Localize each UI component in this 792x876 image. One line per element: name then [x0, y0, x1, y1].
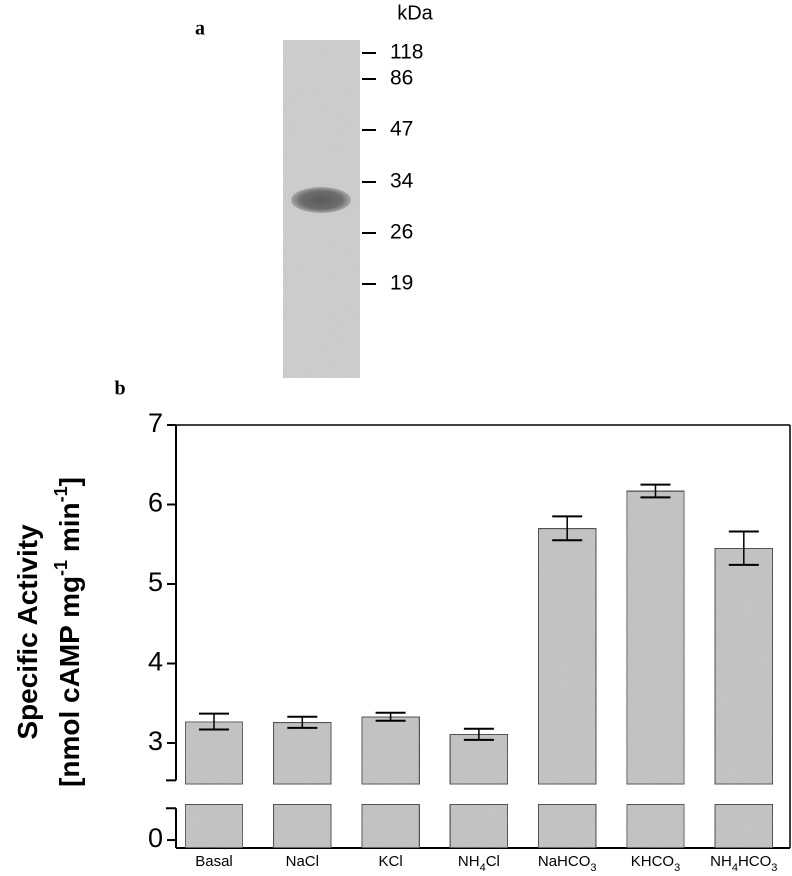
chart: 0 3 4 5 6 7 Specific Activity [nmol cAMP mg-1 m…	[12, 408, 791, 874]
y-tick-label: 4	[148, 647, 163, 677]
y-tick-label: 7	[148, 408, 163, 438]
x-tick-label: NaHCO3	[538, 853, 597, 874]
marker-label: 26	[390, 221, 413, 244]
bar	[449, 733, 509, 786]
y-tick-label: 3	[148, 726, 163, 756]
y-axis-title: [nmol cAMP mg-1 min-1]	[51, 477, 86, 787]
bar	[714, 547, 774, 786]
bar-base	[625, 803, 686, 849]
panel-label: a	[195, 18, 205, 40]
y-tick-label: 5	[148, 567, 163, 597]
bar-base	[272, 803, 333, 849]
x-tick-label: KHCO3	[631, 853, 680, 874]
bar-base	[360, 803, 421, 849]
x-tick-label: KCl	[379, 853, 403, 870]
marker-label: 118	[390, 41, 423, 64]
panel-label: b	[114, 378, 125, 400]
marker-label: 86	[390, 67, 413, 90]
x-tick-label: Basal	[195, 853, 233, 870]
bar	[537, 527, 597, 786]
marker-label: 34	[390, 170, 414, 193]
bar	[625, 490, 686, 786]
y-tick-label: 0	[148, 823, 163, 853]
x-tick-label: NH4Cl	[458, 853, 500, 874]
bar-base	[184, 803, 244, 849]
bar	[360, 716, 421, 786]
unit-label: kDa	[397, 2, 433, 24]
y-axis-title: Specific Activity	[12, 524, 43, 740]
bar-base	[537, 803, 597, 849]
bar	[272, 721, 333, 786]
x-tick-label: NaCl	[286, 853, 319, 870]
marker-label: 19	[390, 272, 413, 295]
x-tick-label: NH4HCO3	[710, 853, 777, 874]
protein-band	[291, 187, 351, 213]
bar	[184, 720, 244, 786]
y-tick-label: 6	[148, 488, 163, 518]
bar-base	[449, 803, 509, 849]
bar-base	[714, 803, 774, 849]
marker-label: 47	[390, 118, 413, 141]
gel-markers: 118 86 47 34 26 19	[362, 41, 423, 295]
